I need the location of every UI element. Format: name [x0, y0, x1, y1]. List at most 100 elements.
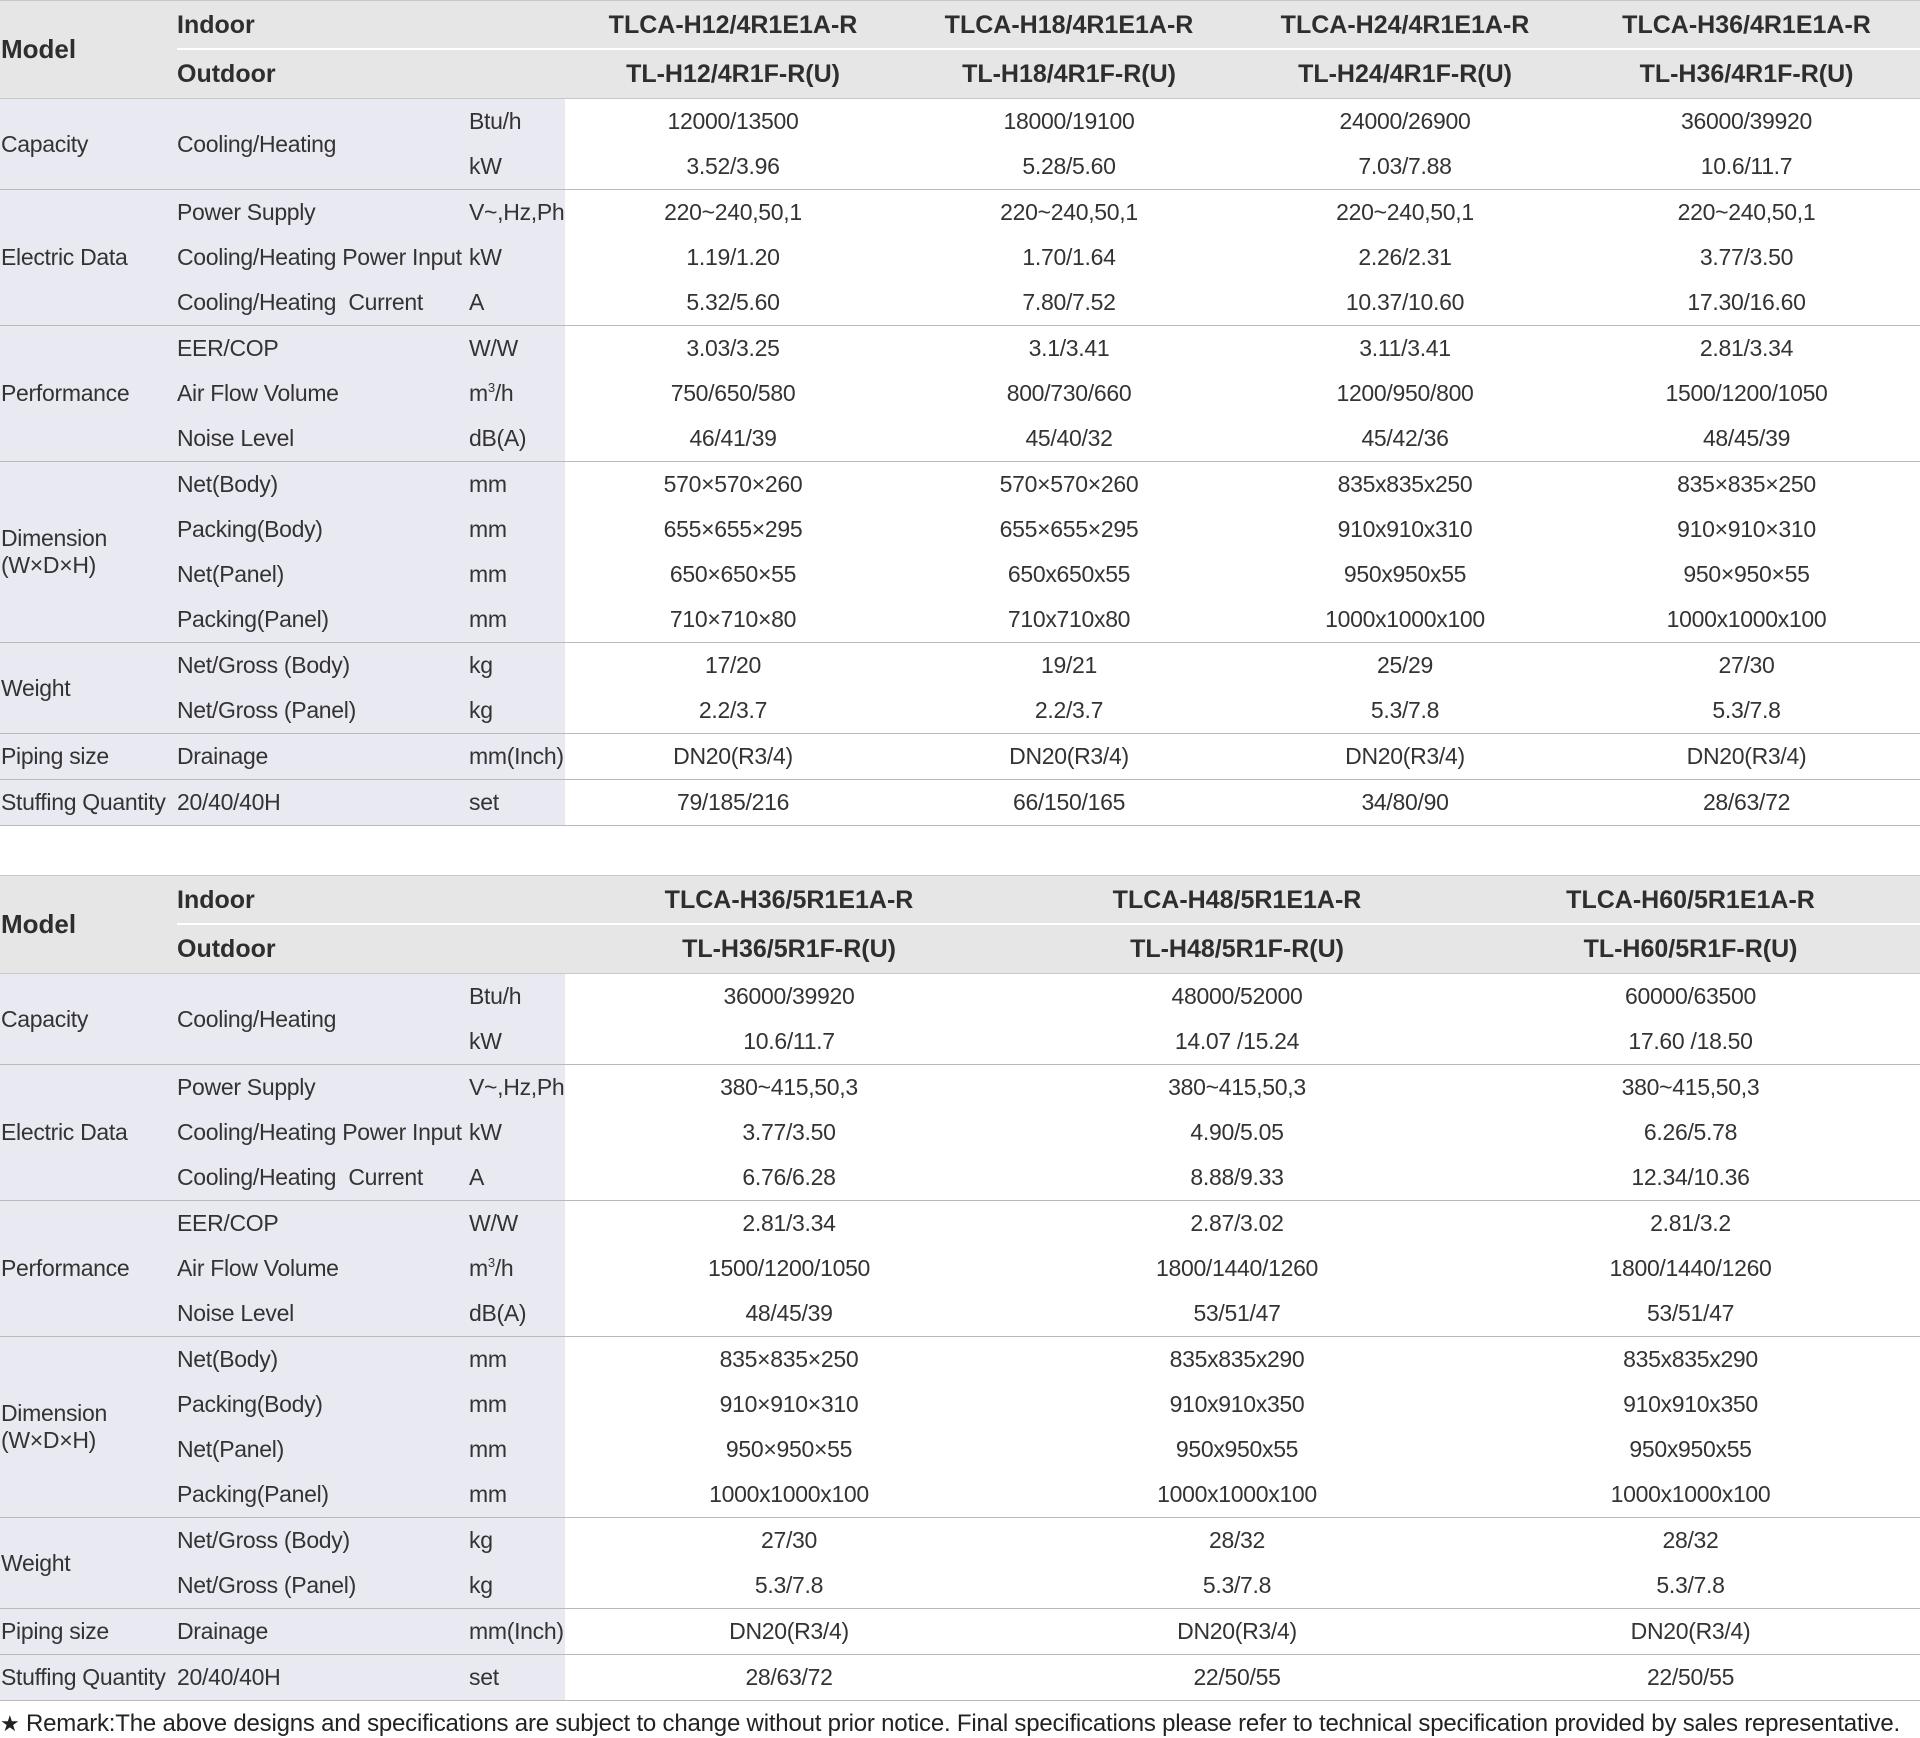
cell: 910×910×310	[565, 1382, 1014, 1427]
cell: DN20(R3/4)	[565, 733, 902, 780]
row-label: Drainage	[177, 733, 469, 780]
cell: 910x910x310	[1237, 507, 1574, 552]
unit-label: kW	[469, 1019, 566, 1065]
cell: 750/650/580	[565, 371, 902, 416]
table-row: Weight Net/Gross (Body) kg 27/30 28/32 2…	[0, 1517, 1920, 1609]
cell: 45/40/32	[901, 416, 1238, 462]
row-label: Packing(Panel)	[177, 597, 469, 643]
row-label: Net(Panel)	[177, 1427, 469, 1472]
cell: 220~240,50,1	[1237, 189, 1574, 235]
unit-label: m3/h	[469, 1246, 566, 1291]
row-label: Net(Body)	[177, 1336, 469, 1382]
row-label: Cooling/Heating	[177, 98, 469, 190]
indoor-model-row: Model Indoor TLCA-H12/4R1E1A-R TLCA-H18/…	[0, 0, 1920, 99]
cell: 8.88/9.33	[1013, 1155, 1462, 1201]
unit-label: mm	[469, 1382, 566, 1427]
unit-label: Btu/h	[469, 98, 566, 144]
cell: 950x950x55	[1461, 1427, 1920, 1472]
cell: 53/51/47	[1461, 1291, 1920, 1337]
row-label: Power Supply	[177, 189, 469, 235]
indoor-model: TLCA-H36/4R1E1A-R	[1573, 0, 1920, 50]
row-label: Net/Gross (Body)	[177, 642, 469, 688]
cell: 28/32	[1013, 1517, 1462, 1563]
cell: 835x835x290	[1461, 1336, 1920, 1382]
cell: 17.30/16.60	[1573, 280, 1920, 326]
cell: 3.52/3.96	[565, 144, 902, 190]
cell: 950x950x55	[1237, 552, 1574, 597]
table-row: Piping size Drainage mm(Inch) DN20(R3/4)…	[0, 1608, 1920, 1655]
cell: 1.70/1.64	[901, 235, 1238, 280]
group-label: Stuffing Quantity	[0, 779, 177, 826]
cell: 48/45/39	[565, 1291, 1014, 1337]
table-row: Capacity Cooling/Heating Btu/h 36000/399…	[0, 973, 1920, 1065]
table-row: Performance EER/COP W/W 2.81/3.34 2.87/3…	[0, 1200, 1920, 1337]
cell: 380~415,50,3	[1461, 1064, 1920, 1110]
row-label: 20/40/40H	[177, 779, 469, 826]
cell: 380~415,50,3	[1013, 1064, 1462, 1110]
cell: 6.76/6.28	[565, 1155, 1014, 1201]
unit-label: set	[469, 779, 566, 826]
unit-label: mm	[469, 507, 566, 552]
row-label: Net/Gross (Panel)	[177, 1563, 469, 1609]
group-label: Weight	[0, 1517, 177, 1609]
row-label: Cooling/Heating Power Input	[177, 235, 469, 280]
cell: 2.81/3.34	[1573, 325, 1920, 371]
row-label: Cooling/Heating Power Input	[177, 1110, 469, 1155]
cell: 28/63/72	[565, 1654, 1014, 1701]
cell: 28/63/72	[1573, 779, 1920, 826]
remark-note: ★ Remark:The above designs and specifica…	[0, 1710, 1900, 1738]
unit-label: mm	[469, 597, 566, 643]
outdoor-model: TL-H24/4R1F-R(U)	[1237, 49, 1574, 99]
cell: 48/45/39	[1573, 416, 1920, 462]
cell: 14.07 /15.24	[1013, 1019, 1462, 1065]
cell: 910×910×310	[1573, 507, 1920, 552]
cell: 910x910x350	[1461, 1382, 1920, 1427]
unit-label: mm(Inch)	[469, 733, 566, 780]
table-row: Electric Data Power Supply V~,Hz,Ph 380~…	[0, 1064, 1920, 1201]
cell: 380~415,50,3	[565, 1064, 1014, 1110]
table-row: Dimension (W×D×H) Net(Body) mm 835×835×25…	[0, 1336, 1920, 1518]
cell: 18000/19100	[901, 98, 1238, 144]
unit-label: A	[469, 280, 566, 326]
cell: 2.81/3.34	[565, 1200, 1014, 1246]
cell: 1000x1000x100	[1013, 1472, 1462, 1518]
cell: DN20(R3/4)	[565, 1608, 1014, 1655]
table-row: kW 3.52/3.96 5.28/5.60 7.03/7.88 10.6/11…	[0, 144, 1920, 190]
group-label: Piping size	[0, 733, 177, 780]
cell: 5.3/7.8	[1461, 1563, 1920, 1609]
group-label: Dimension (W×D×H)	[0, 461, 177, 643]
cell: 48000/52000	[1013, 973, 1462, 1019]
table-row: Noise Level dB(A) 46/41/39 45/40/32 45/4…	[0, 416, 1920, 462]
remark-text: Remark:The above designs and specificati…	[26, 1710, 1900, 1737]
group-label: Dimension (W×D×H)	[0, 1336, 177, 1518]
outdoor-model-row: Outdoor TL-H12/4R1F-R(U) TL-H18/4R1F-R(U…	[0, 49, 1920, 99]
unit-label: W/W	[469, 325, 566, 371]
unit-label: mm	[469, 461, 566, 507]
unit-label: mm	[469, 1427, 566, 1472]
cell: 2.2/3.7	[565, 688, 902, 734]
cell: 710×710×80	[565, 597, 902, 643]
cell: 5.32/5.60	[565, 280, 902, 326]
table-row: Cooling/Heating Power Input kW 1.19/1.20…	[0, 235, 1920, 280]
row-label: Noise Level	[177, 416, 469, 462]
cell: 2.87/3.02	[1013, 1200, 1462, 1246]
table-row: Capacity Cooling/Heating Btu/h 12000/135…	[0, 98, 1920, 190]
unit-label: Btu/h	[469, 973, 566, 1019]
cell: 950×950×55	[565, 1427, 1014, 1472]
unit-label: dB(A)	[469, 416, 566, 462]
cell: DN20(R3/4)	[1461, 1608, 1920, 1655]
cell: 1500/1200/1050	[565, 1246, 1014, 1291]
indoor-label: Indoor	[177, 0, 566, 50]
table-row: Weight Net/Gross (Body) kg 17/20 19/21 2…	[0, 642, 1920, 734]
cell: 27/30	[565, 1517, 1014, 1563]
unit-label: kW	[469, 235, 566, 280]
cell: 5.3/7.8	[1013, 1563, 1462, 1609]
unit-label: mm(Inch)	[469, 1608, 566, 1655]
table-row: Packing(Panel) mm 1000x1000x100 1000x100…	[0, 1472, 1920, 1518]
group-label: Piping size	[0, 1608, 177, 1655]
table-row: Packing(Body) mm 655×655×295 655×655×295…	[0, 507, 1920, 552]
group-label: Weight	[0, 642, 177, 734]
cell: 1000x1000x100	[1461, 1472, 1920, 1518]
cell: 19/21	[901, 642, 1238, 688]
cell: 5.28/5.60	[901, 144, 1238, 190]
